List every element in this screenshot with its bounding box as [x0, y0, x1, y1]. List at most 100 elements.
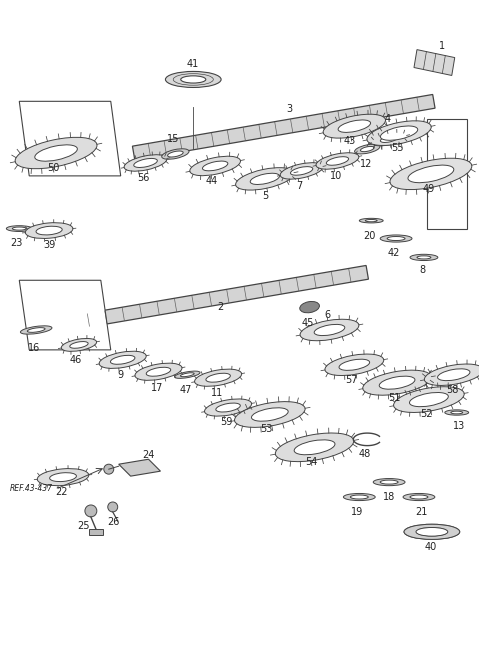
Ellipse shape — [25, 222, 73, 238]
Ellipse shape — [250, 173, 279, 184]
Ellipse shape — [438, 369, 470, 380]
Ellipse shape — [162, 149, 189, 159]
Ellipse shape — [175, 371, 200, 379]
Ellipse shape — [325, 354, 384, 375]
Ellipse shape — [373, 478, 405, 485]
Ellipse shape — [367, 121, 431, 146]
Ellipse shape — [181, 76, 206, 83]
Text: 18: 18 — [383, 492, 395, 502]
Text: 54: 54 — [305, 457, 318, 467]
Ellipse shape — [381, 126, 418, 140]
Text: 56: 56 — [137, 173, 150, 183]
Ellipse shape — [235, 401, 305, 427]
Text: 59: 59 — [220, 417, 232, 428]
Text: 10: 10 — [330, 171, 343, 181]
Ellipse shape — [343, 493, 375, 501]
Ellipse shape — [338, 120, 371, 133]
Ellipse shape — [323, 114, 385, 138]
Ellipse shape — [206, 373, 230, 382]
Text: 6: 6 — [324, 310, 331, 320]
Ellipse shape — [408, 165, 454, 182]
Text: 13: 13 — [453, 421, 465, 432]
Ellipse shape — [21, 326, 52, 334]
Text: 46: 46 — [70, 355, 82, 365]
Ellipse shape — [365, 220, 377, 222]
Ellipse shape — [339, 359, 370, 371]
Polygon shape — [119, 459, 160, 476]
Ellipse shape — [216, 403, 240, 412]
Circle shape — [108, 502, 118, 512]
Ellipse shape — [409, 392, 448, 407]
Ellipse shape — [12, 227, 26, 230]
Ellipse shape — [379, 376, 415, 389]
Ellipse shape — [70, 342, 88, 348]
Ellipse shape — [204, 399, 252, 416]
Polygon shape — [70, 266, 369, 330]
Text: 25: 25 — [78, 521, 90, 531]
Ellipse shape — [424, 364, 480, 386]
Text: 58: 58 — [446, 384, 459, 395]
Ellipse shape — [416, 527, 448, 536]
Ellipse shape — [404, 524, 460, 539]
Text: 12: 12 — [360, 159, 372, 169]
Ellipse shape — [417, 256, 431, 259]
Text: 7: 7 — [297, 181, 303, 191]
Ellipse shape — [194, 369, 241, 386]
Ellipse shape — [294, 440, 335, 455]
Text: 50: 50 — [47, 163, 59, 173]
Ellipse shape — [316, 153, 359, 169]
Ellipse shape — [363, 370, 432, 395]
Text: REF.43-437: REF.43-437 — [9, 484, 52, 493]
Ellipse shape — [203, 161, 228, 171]
Ellipse shape — [27, 327, 45, 333]
Ellipse shape — [387, 237, 405, 241]
Text: 49: 49 — [423, 184, 435, 194]
Text: 1: 1 — [439, 41, 445, 51]
Ellipse shape — [6, 226, 32, 232]
Text: 3: 3 — [287, 104, 293, 114]
Ellipse shape — [166, 72, 221, 87]
Ellipse shape — [300, 319, 359, 340]
Ellipse shape — [124, 155, 167, 171]
Text: 53: 53 — [261, 424, 273, 434]
Text: 24: 24 — [143, 450, 155, 461]
Ellipse shape — [280, 163, 323, 179]
Circle shape — [104, 464, 114, 474]
Ellipse shape — [135, 363, 182, 380]
Text: 41: 41 — [186, 58, 198, 68]
Ellipse shape — [36, 226, 62, 235]
Polygon shape — [19, 101, 120, 176]
Ellipse shape — [276, 433, 354, 462]
Ellipse shape — [445, 410, 468, 415]
Text: 16: 16 — [28, 343, 40, 353]
Text: 45: 45 — [301, 318, 314, 328]
Circle shape — [85, 505, 97, 517]
Polygon shape — [132, 94, 435, 160]
Text: 48: 48 — [358, 449, 371, 459]
Text: 42: 42 — [388, 249, 400, 258]
Text: 17: 17 — [151, 382, 164, 393]
Text: 51: 51 — [388, 392, 400, 403]
Ellipse shape — [99, 351, 146, 369]
Text: 43: 43 — [343, 136, 356, 146]
Ellipse shape — [380, 235, 412, 242]
Text: 8: 8 — [420, 265, 426, 276]
Text: 39: 39 — [43, 241, 55, 251]
Ellipse shape — [326, 157, 348, 165]
Text: 40: 40 — [425, 542, 437, 552]
Ellipse shape — [350, 495, 368, 499]
Ellipse shape — [360, 218, 383, 223]
Ellipse shape — [372, 133, 407, 146]
Text: 47: 47 — [179, 384, 192, 395]
Ellipse shape — [61, 338, 96, 352]
Ellipse shape — [134, 159, 157, 167]
Ellipse shape — [394, 386, 464, 413]
Ellipse shape — [49, 473, 76, 482]
Ellipse shape — [300, 302, 319, 313]
Text: 9: 9 — [118, 370, 124, 380]
Polygon shape — [414, 50, 455, 75]
Text: 23: 23 — [10, 239, 23, 249]
Ellipse shape — [403, 493, 435, 501]
Text: 21: 21 — [415, 507, 427, 517]
Text: 55: 55 — [391, 143, 403, 153]
